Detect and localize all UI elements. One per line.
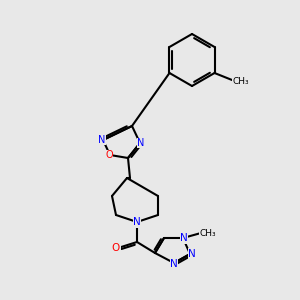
Text: N: N [133, 217, 141, 227]
Text: N: N [188, 249, 196, 259]
Text: N: N [170, 259, 178, 269]
Text: N: N [180, 233, 188, 243]
Text: N: N [98, 135, 106, 145]
Text: O: O [112, 243, 120, 253]
Text: N: N [137, 138, 145, 148]
Text: O: O [105, 150, 113, 160]
Text: CH₃: CH₃ [200, 229, 216, 238]
Text: CH₃: CH₃ [232, 76, 249, 85]
